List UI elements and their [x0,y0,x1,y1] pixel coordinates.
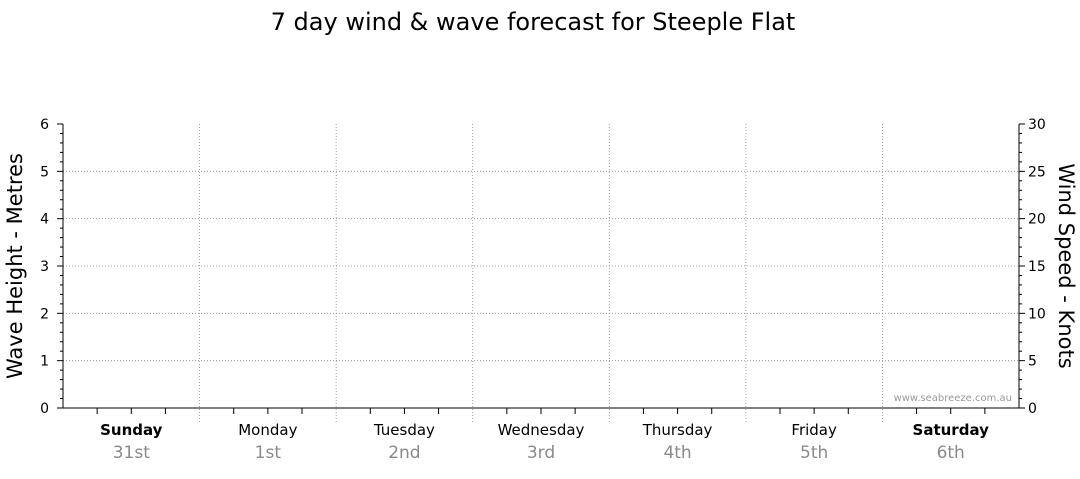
day-name-label: Wednesday [498,421,585,439]
y-tick-label-left: 6 [40,117,49,133]
y-tick-label-left: 3 [40,259,49,275]
y-tick-label-right: 10 [1028,306,1046,322]
day-date-label: 6th [937,443,965,463]
day-date-label: 31st [113,443,150,463]
day-name-label: Friday [791,421,837,439]
y-axis-label-right: Wind Speed - Knots [1054,163,1078,368]
y-tick-label-left: 1 [40,354,49,370]
y-tick-label-left: 4 [40,212,49,228]
y-axis-label-left: Wave Height - Metres [3,153,27,379]
chart-marks: 0 1 2 3 4 5 6 0 5 10 15 20 25 30 Sunday 31st Monday 1st Tu… [40,117,1046,463]
y-tick-label-right: 0 [1028,401,1037,417]
day-name-label: Monday [238,421,297,439]
y-tick-label-left: 5 [40,164,49,180]
day-name-label: Saturday [913,421,990,439]
day-date-label: 5th [800,443,828,463]
y-tick-label-left: 2 [40,306,49,322]
y-tick-label-right: 25 [1028,164,1046,180]
y-tick-label-right: 20 [1028,212,1046,228]
y-tick-label-right: 5 [1028,354,1037,370]
day-name-label: Tuesday [373,421,435,439]
y-tick-label-right: 30 [1028,117,1046,133]
day-date-label: 4th [663,443,691,463]
day-date-label: 1st [255,443,282,463]
day-name-label: Thursday [642,421,713,439]
day-name-label: Sunday [100,421,163,439]
day-date-label: 3rd [527,443,555,463]
y-tick-label-right: 15 [1028,259,1046,275]
chart-title: 7 day wind & wave forecast for Steeple F… [271,8,796,36]
day-date-label: 2nd [388,443,420,463]
y-tick-label-left: 0 [40,401,49,417]
watermark: www.seabreeze.com.au [894,393,1012,404]
